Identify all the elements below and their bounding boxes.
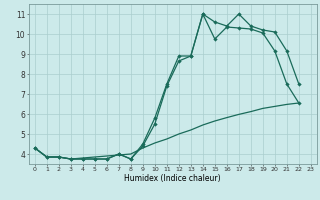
X-axis label: Humidex (Indice chaleur): Humidex (Indice chaleur) xyxy=(124,174,221,183)
